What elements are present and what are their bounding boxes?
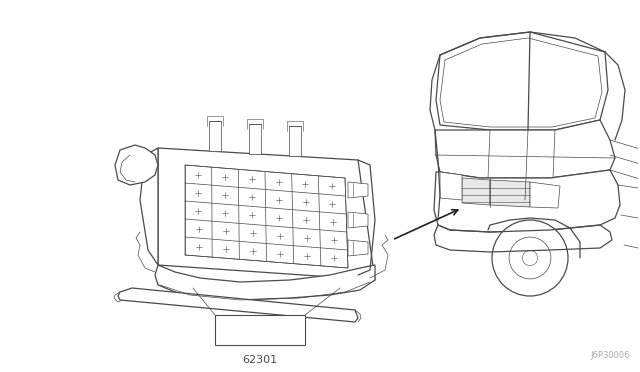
Polygon shape: [348, 212, 368, 228]
Circle shape: [509, 237, 551, 279]
Polygon shape: [158, 148, 375, 280]
Polygon shape: [348, 240, 368, 256]
Polygon shape: [140, 148, 158, 265]
Polygon shape: [436, 32, 608, 130]
Circle shape: [492, 220, 568, 296]
Circle shape: [522, 250, 538, 266]
Polygon shape: [215, 315, 305, 345]
Polygon shape: [490, 180, 530, 207]
Polygon shape: [115, 145, 158, 185]
Polygon shape: [440, 172, 462, 200]
Polygon shape: [209, 121, 221, 151]
Polygon shape: [348, 182, 368, 198]
Polygon shape: [435, 120, 615, 178]
Polygon shape: [249, 124, 261, 154]
Polygon shape: [530, 182, 560, 208]
Text: J6P30006: J6P30006: [591, 351, 630, 360]
Polygon shape: [155, 265, 375, 300]
Polygon shape: [434, 170, 620, 232]
Polygon shape: [289, 126, 301, 156]
Polygon shape: [462, 178, 490, 205]
Polygon shape: [118, 288, 358, 322]
Polygon shape: [185, 165, 348, 268]
Text: 62301: 62301: [243, 355, 278, 365]
